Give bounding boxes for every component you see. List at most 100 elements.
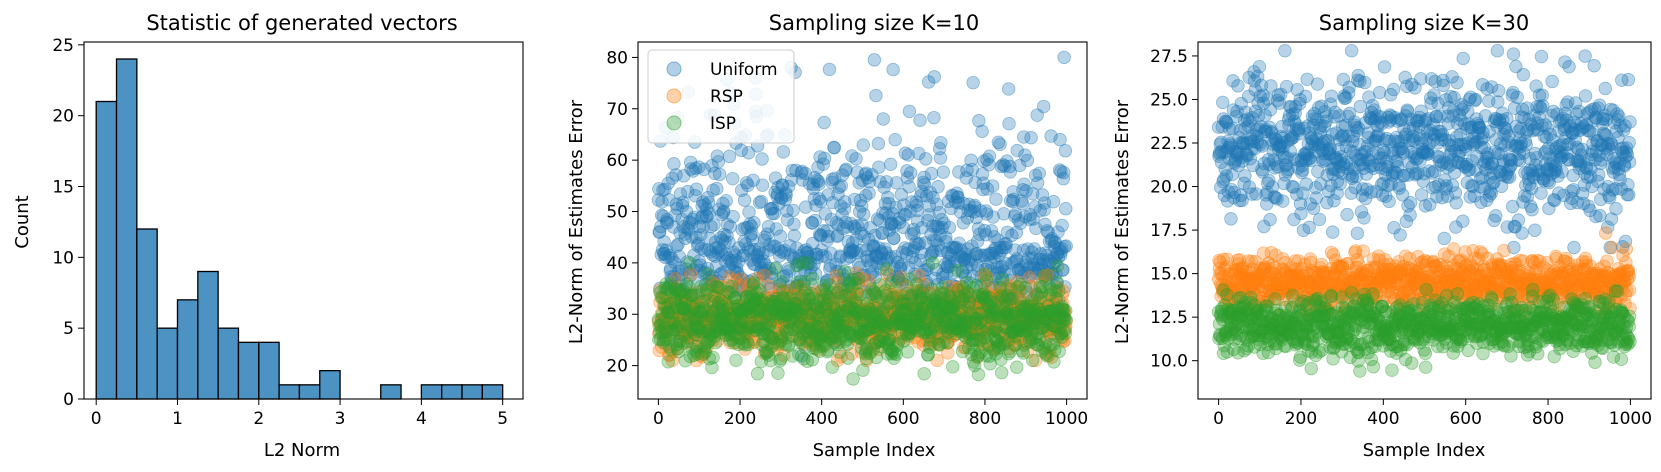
k10-point [933, 228, 947, 243]
k10-point [881, 190, 895, 205]
k10-point [709, 241, 723, 255]
k10-point [919, 274, 933, 289]
k10-point [905, 250, 919, 265]
k10-point [798, 264, 812, 278]
k10-point [769, 261, 783, 275]
k10-point [778, 192, 793, 207]
k10-point [772, 197, 786, 211]
k10-point [832, 272, 846, 286]
k10-point [883, 268, 897, 282]
k10-point [1001, 82, 1016, 96]
k10-point [939, 235, 953, 249]
k30-point [1350, 226, 1365, 240]
k10-point [743, 244, 757, 258]
k10-point [691, 237, 706, 251]
k10-point [841, 302, 855, 317]
k10-point [839, 215, 853, 230]
k10-point [716, 196, 730, 211]
k10-point [829, 257, 843, 272]
k10-point [697, 162, 711, 177]
k10-legend: Uniform RSP ISP [647, 49, 795, 144]
k10-point [783, 280, 797, 294]
k10-point [692, 160, 706, 174]
k10-point [903, 166, 918, 180]
k10-point [721, 312, 736, 327]
k10-point [763, 201, 778, 216]
legend-marker-rsp [666, 88, 682, 104]
k30-point [1511, 213, 1526, 227]
k30-point [1516, 67, 1531, 82]
k10-point [777, 246, 791, 260]
k10-point [705, 159, 719, 173]
k10-point [696, 220, 711, 234]
k10-point [756, 246, 770, 261]
k10-point [900, 171, 915, 185]
k10-point [657, 247, 672, 261]
k10-point [878, 196, 893, 211]
k10-point [790, 278, 804, 292]
histogram-ytick-label: 0 [63, 390, 74, 410]
k10-point [907, 226, 921, 241]
k10-point [843, 242, 858, 256]
k10-point [913, 113, 927, 127]
k10-point [810, 247, 824, 262]
k10-point [899, 247, 914, 261]
k10-point [836, 268, 850, 282]
k10-point [856, 268, 870, 283]
k30-point [1403, 196, 1418, 210]
k10-point [906, 289, 920, 303]
k10-point [1002, 116, 1016, 131]
k10-point [878, 242, 892, 256]
k10-point [871, 304, 885, 318]
k10-point [730, 272, 744, 287]
k10-point [820, 224, 834, 238]
k10-point [766, 240, 780, 254]
k10-point [930, 219, 944, 233]
k10-point [852, 204, 867, 219]
k10-point [818, 326, 832, 340]
k10-point [1024, 131, 1038, 145]
k10-point [715, 233, 730, 247]
k10-point [897, 305, 911, 320]
k10-point [701, 195, 716, 210]
k30-point [1515, 226, 1529, 240]
k10-point [926, 256, 940, 270]
k10-point [755, 152, 769, 166]
k10-point [665, 251, 679, 266]
k10-point [841, 265, 856, 280]
k10-point [699, 202, 714, 216]
k10-point [813, 229, 828, 243]
k10-point [848, 192, 862, 207]
k10-point [727, 264, 742, 278]
k10-point [756, 267, 771, 281]
k10-point [915, 221, 929, 235]
k10-point [989, 192, 1003, 206]
k10-point [680, 255, 695, 269]
k10-point [811, 174, 826, 189]
k10-point [868, 248, 883, 263]
k10-point [918, 263, 932, 278]
histogram-bar [420, 384, 443, 400]
k10-point [684, 162, 698, 176]
k10-point [686, 164, 700, 178]
k10-point [833, 250, 848, 264]
k10-point [750, 367, 765, 381]
k10-ytick-label: 30 [606, 305, 628, 325]
k10-point [677, 289, 692, 303]
k10-point [889, 176, 904, 190]
k10-point [713, 267, 727, 282]
k10-point [840, 288, 854, 302]
k10-point [688, 189, 702, 203]
k10-point [663, 261, 678, 276]
panel-k10: Sampling size K=10 0 200 400 600 800 10002030… [566, 11, 1088, 461]
k10-point [665, 279, 680, 294]
k10-point [788, 251, 802, 265]
k10-point [794, 269, 808, 283]
k10-point [672, 282, 687, 297]
k10-point [753, 265, 768, 280]
k10-point [879, 175, 894, 189]
k10-point [879, 262, 893, 277]
k10-point [781, 262, 795, 276]
k10-point [661, 250, 676, 264]
